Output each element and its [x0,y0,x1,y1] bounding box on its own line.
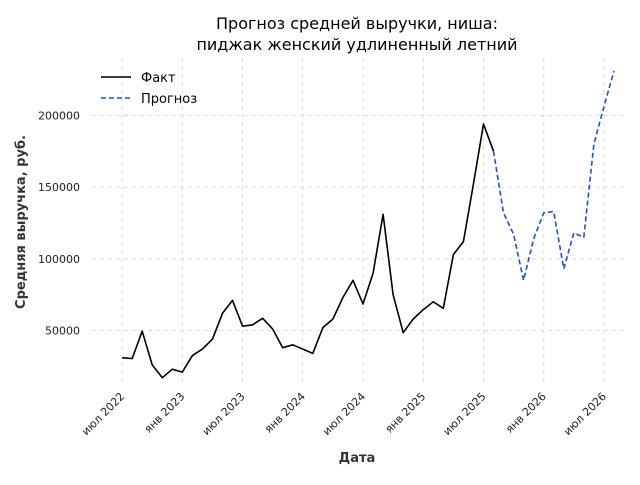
series-line-fact [122,123,495,379]
y-tick-labels: 50000 100000 150000 200000 [38,109,80,337]
y-tick-label: 100000 [38,253,80,266]
series-line-forecast [492,70,615,282]
x-tick-labels: июл 2022 янв 2023 июл 2023 янв 2024 июл 2024… [79,390,609,438]
x-tick-label: июл 2023 [200,390,248,438]
legend-label-fact: Факт [141,71,176,86]
y-axis-label: Средняя выручка, руб. [14,135,29,309]
legend: Факт Прогноз [101,71,197,107]
y-tick-label: 150000 [38,181,80,194]
legend-label-forecast: Прогноз [141,92,197,107]
y-tick-label: 200000 [38,109,80,122]
x-tick-label: июл 2022 [79,390,127,438]
x-tick-label: янв 2023 [142,390,188,436]
x-tick-label: июл 2026 [561,390,609,438]
chart-title-line-2: пиджак женский удлиненный летний [196,35,517,54]
x-tick-label: янв 2025 [383,390,429,436]
x-tick-label: июл 2025 [441,390,489,438]
y-tick-label: 50000 [45,325,80,338]
x-tick-label: янв 2024 [262,390,308,436]
x-axis-label: Дата [339,451,376,466]
x-tick-label: янв 2026 [503,390,549,436]
series-group [122,70,615,379]
chart-title-line-1: Прогноз средней выручки, ниша: [216,14,498,33]
grid [92,58,624,385]
x-tick-label: июл 2024 [320,390,368,438]
